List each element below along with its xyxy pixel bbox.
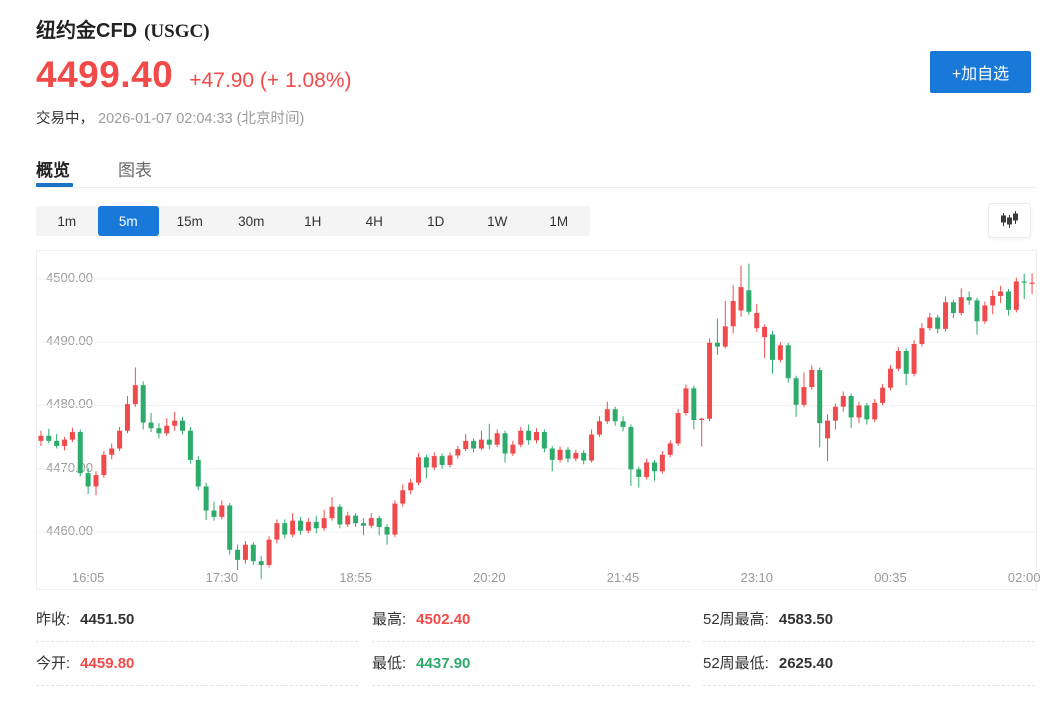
tabs-divider (36, 187, 1035, 188)
timeframe-button-15m[interactable]: 15m (176, 213, 203, 229)
x-axis-label: 00:35 (874, 570, 907, 585)
candlestick-chart-icon (1000, 210, 1019, 231)
x-axis-label: 20:20 (473, 570, 506, 585)
timeframe-button-1W[interactable]: 1W (487, 213, 508, 229)
x-axis-label: 23:10 (740, 570, 774, 585)
stat-label: 52周最低: (703, 655, 769, 672)
chart-style-button[interactable] (988, 203, 1031, 238)
quote-datetime: 2026-01-07 02:04:33 (北京时间) (98, 111, 305, 127)
price-row: 4499.40 +47.90 (+ 1.08%) (36, 54, 352, 96)
candlestick-plot[interactable] (37, 251, 1036, 589)
stat-low: 最低: 4437.90 (372, 642, 690, 686)
x-axis-label: 21:45 (606, 570, 640, 585)
chart-area: 4500.00 4490.00 4480.00 4470.00 4460.00 16:0… (36, 250, 1040, 590)
timeframe-button-1m[interactable]: 1m (57, 213, 77, 229)
stats-column-1: 昨收: 4451.50 今开: 4459.80 (36, 598, 358, 686)
y-axis-label: 4480.00 (43, 396, 96, 412)
stat-label: 今开: (36, 655, 71, 672)
last-price: 4499.40 (36, 54, 174, 95)
stat-52w-high: 52周最高: 4583.50 (703, 598, 1035, 642)
active-tab-underline (36, 183, 73, 187)
x-axis-label: 17:30 (205, 570, 239, 585)
add-watchlist-label: +加自选 (951, 66, 1010, 83)
x-axis-label: 02:00 (1007, 570, 1041, 585)
stat-value: 4502.40 (416, 611, 471, 628)
page-title: 纽约金CFD (USGC) (36, 14, 210, 43)
stat-open: 今开: 4459.80 (36, 642, 358, 686)
timeframe-bar: 1m 5m 15m 30m 1H 4H 1D 1W 1M (36, 206, 590, 236)
trading-status: 交易中， (36, 111, 94, 127)
y-axis-label: 4490.00 (43, 333, 96, 349)
stat-value: 4437.90 (416, 655, 471, 672)
trading-status-row: 交易中， 2026-01-07 02:04:33 (北京时间) (36, 107, 304, 128)
timeframe-button-30m[interactable]: 30m (238, 213, 265, 229)
timeframe-button-1H[interactable]: 1H (304, 213, 322, 229)
y-axis-label: 4460.00 (43, 523, 96, 539)
x-axis-label: 18:55 (339, 570, 372, 585)
instrument-symbol: (USGC) (144, 21, 210, 42)
instrument-name: 纽约金CFD (36, 20, 138, 42)
stats-column-2: 最高: 4502.40 最低: 4437.90 (372, 598, 690, 686)
add-watchlist-button[interactable]: +加自选 (930, 51, 1031, 93)
stat-label: 最高: (372, 611, 407, 628)
stat-value: 4583.50 (778, 611, 834, 628)
stat-value: 4459.80 (80, 655, 135, 672)
stat-prev-close: 昨收: 4451.50 (36, 598, 358, 642)
tab-overview[interactable]: 概览 (36, 161, 70, 180)
timeframe-button-1M[interactable]: 1M (549, 213, 569, 229)
stat-label: 最低: (372, 655, 407, 672)
stat-value: 4451.50 (80, 611, 135, 628)
timeframe-button-5m[interactable]: 5m (97, 206, 159, 236)
stat-label: 52周最高: (703, 611, 769, 628)
stat-52w-low: 52周最低: 2625.40 (703, 642, 1035, 686)
price-change: +47.90 (+ 1.08%) (189, 69, 352, 92)
timeframe-button-4H[interactable]: 4H (365, 213, 383, 229)
stats-column-3: 52周最高: 4583.50 52周最低: 2625.40 (703, 598, 1035, 686)
timeframe-button-1D[interactable]: 1D (427, 213, 445, 229)
stat-high: 最高: 4502.40 (372, 598, 690, 642)
tab-chart[interactable]: 图表 (118, 161, 152, 180)
y-axis-label: 4500.00 (43, 269, 96, 285)
stat-label: 昨收: (36, 611, 71, 628)
stat-value: 2625.40 (778, 655, 834, 672)
x-axis-label: 16:05 (71, 570, 105, 585)
